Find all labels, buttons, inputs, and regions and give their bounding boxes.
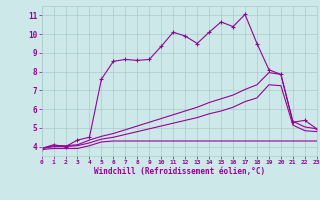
X-axis label: Windchill (Refroidissement éolien,°C): Windchill (Refroidissement éolien,°C) — [94, 167, 265, 176]
